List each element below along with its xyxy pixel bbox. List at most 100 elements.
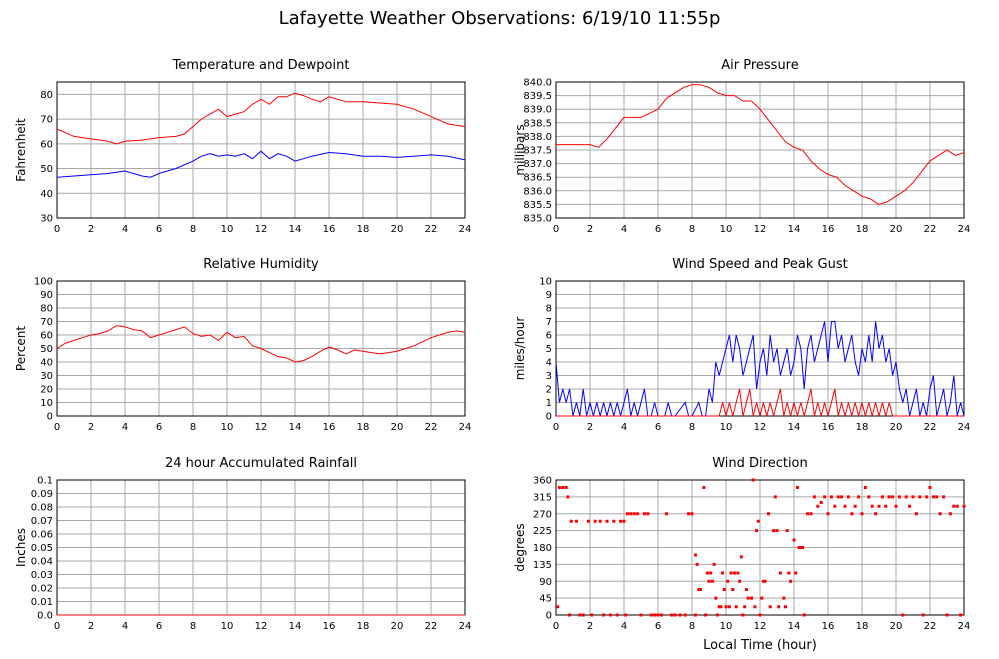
y-tick-label: 70 xyxy=(40,115,53,126)
x-tick-label: 10 xyxy=(720,422,733,433)
x-tick-label: 12 xyxy=(754,621,767,632)
x-tick-label: 6 xyxy=(655,422,661,433)
data-point-direction xyxy=(602,613,606,617)
data-point-direction xyxy=(777,605,781,609)
y-tick-label: 10 xyxy=(539,277,552,288)
series-line-temp-1 xyxy=(56,150,466,178)
y-tick-label: 270 xyxy=(533,509,552,520)
x-tick-label: 6 xyxy=(156,422,162,433)
data-point-direction xyxy=(792,538,796,542)
y-tick-label: 3 xyxy=(546,371,552,382)
y-tick-label: 839.0 xyxy=(523,105,552,116)
x-tick-label: 22 xyxy=(924,621,937,632)
data-point-direction xyxy=(566,495,570,499)
data-point-direction xyxy=(586,519,590,523)
y-tick-label: 30 xyxy=(40,214,53,225)
data-point-direction xyxy=(756,519,760,523)
data-point-direction xyxy=(819,501,823,504)
x-tick-label: 22 xyxy=(425,422,438,433)
series-line-wind-1 xyxy=(556,388,964,417)
data-point-direction xyxy=(772,529,776,533)
x-tick-label: 0 xyxy=(553,621,559,632)
data-point-direction xyxy=(636,512,640,516)
data-point-direction xyxy=(624,613,628,617)
data-point-direction xyxy=(816,504,820,508)
y-tick-label: 0 xyxy=(546,412,552,423)
y-tick-label: 0.09 xyxy=(31,489,53,500)
data-point-direction xyxy=(561,486,565,489)
data-point-direction xyxy=(751,478,755,482)
x-tick-label: 18 xyxy=(856,422,869,433)
data-point-direction xyxy=(836,495,840,499)
data-point-direction xyxy=(707,579,711,583)
data-point-direction xyxy=(710,579,714,583)
x-tick-label: 12 xyxy=(754,224,767,235)
x-tick-label: 24 xyxy=(958,621,971,632)
x-tick-label: 2 xyxy=(88,224,94,235)
data-point-direction xyxy=(938,512,942,516)
data-point-direction xyxy=(574,519,578,523)
x-tick-label: 8 xyxy=(689,224,695,235)
y-tick-label: 90 xyxy=(539,577,552,588)
x-tick-label: 2 xyxy=(587,422,593,433)
data-point-direction xyxy=(846,495,850,499)
data-point-direction xyxy=(955,504,959,508)
data-point-direction xyxy=(738,579,742,583)
page-title: Lafayette Weather Observations: 6/19/10 … xyxy=(278,8,721,29)
y-tick-label: 0.01 xyxy=(31,597,53,608)
y-tick-label: 838.5 xyxy=(523,118,552,129)
data-point-direction xyxy=(568,613,572,617)
x-tick-label: 18 xyxy=(856,224,869,235)
data-point-direction xyxy=(850,512,854,516)
data-point-direction xyxy=(789,579,793,583)
x-tick-label: 6 xyxy=(655,621,661,632)
y-tick-label: 0 xyxy=(546,611,552,622)
series-line-wind-0 xyxy=(555,321,965,417)
data-point-direction xyxy=(894,504,898,508)
series-line-temp-0 xyxy=(56,92,466,145)
y-tick-label: 135 xyxy=(533,560,552,571)
data-point-direction xyxy=(911,495,915,499)
x-tick-label: 4 xyxy=(621,621,627,632)
data-point-direction xyxy=(962,504,966,508)
data-point-direction xyxy=(755,529,759,533)
chart-title-pressure: Air Pressure xyxy=(721,58,799,73)
y-tick-label: 10 xyxy=(40,398,53,409)
y-tick-label: 7 xyxy=(546,317,552,328)
x-tick-label: 8 xyxy=(190,224,196,235)
x-tick-label: 22 xyxy=(425,621,438,632)
y-tick-label: 8 xyxy=(546,304,552,315)
data-point-direction xyxy=(739,555,743,559)
x-tick-label: 0 xyxy=(54,224,60,235)
data-point-direction xyxy=(721,571,725,575)
data-point-direction xyxy=(775,529,779,533)
x-tick-label: 14 xyxy=(788,224,801,235)
x-tick-label: 10 xyxy=(221,621,234,632)
data-point-direction xyxy=(891,495,895,499)
data-point-direction xyxy=(581,613,585,617)
data-point-direction xyxy=(646,512,650,516)
data-point-direction xyxy=(942,495,946,499)
data-point-direction xyxy=(622,519,626,523)
data-point-direction xyxy=(829,495,833,499)
x-tick-label: 2 xyxy=(587,224,593,235)
y-tick-label: 0.07 xyxy=(31,516,53,527)
data-point-direction xyxy=(608,613,612,617)
data-point-direction xyxy=(659,613,663,617)
data-point-direction xyxy=(897,495,901,499)
data-point-direction xyxy=(731,588,735,591)
plot-border-pressure xyxy=(555,81,965,219)
data-point-direction xyxy=(619,519,623,523)
data-point-direction xyxy=(724,605,728,609)
y-axis-label-wind: miles/hour xyxy=(513,317,527,381)
x-tick-label: 12 xyxy=(255,621,268,632)
data-point-direction xyxy=(649,613,653,617)
y-tick-label: 0.08 xyxy=(31,503,53,514)
x-tick-label: 16 xyxy=(323,224,336,235)
y-tick-label: 840.0 xyxy=(523,78,552,89)
y-tick-label: 225 xyxy=(533,526,552,537)
data-point-direction xyxy=(642,512,646,516)
x-tick-label: 24 xyxy=(958,224,971,235)
data-point-direction xyxy=(557,486,561,489)
data-point-direction xyxy=(673,613,677,617)
